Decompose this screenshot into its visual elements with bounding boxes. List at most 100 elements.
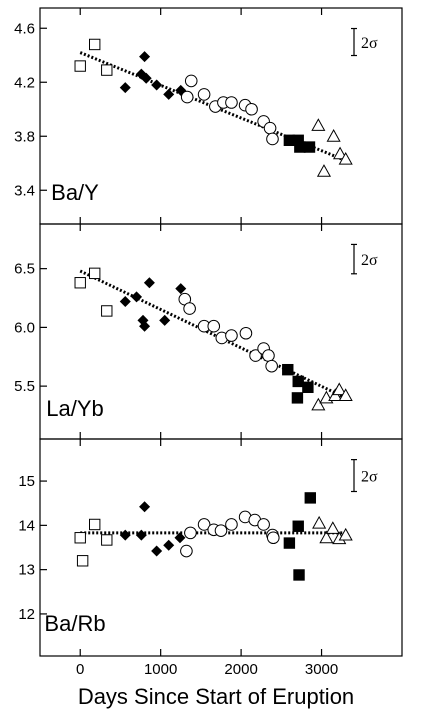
x-tick-label: 3000 bbox=[305, 661, 338, 678]
open-triangle-marker bbox=[316, 164, 332, 177]
open-triangle-marker bbox=[338, 151, 353, 165]
filled-diamond-marker bbox=[143, 277, 155, 289]
open-circle-marker bbox=[180, 90, 194, 104]
open-triangle-marker bbox=[311, 397, 326, 411]
open-triangle-marker bbox=[325, 521, 340, 534]
filled-diamond-marker bbox=[139, 51, 151, 63]
filled-diamond-marker bbox=[151, 545, 163, 557]
filled-diamond-marker bbox=[139, 320, 151, 332]
filled-diamond-marker bbox=[119, 82, 131, 94]
open-circle-marker bbox=[207, 319, 221, 333]
open-triangle-marker bbox=[312, 515, 327, 529]
x-tick-label: 2000 bbox=[224, 661, 257, 678]
y-tick-label: 12 bbox=[18, 606, 35, 623]
open-square-marker bbox=[101, 305, 113, 317]
filled-diamond-marker bbox=[163, 88, 175, 100]
open-circle-marker bbox=[197, 88, 211, 101]
open-square-marker bbox=[74, 60, 86, 72]
filled-diamond-marker bbox=[174, 532, 186, 544]
open-square-marker bbox=[74, 532, 86, 544]
filled-diamond-marker bbox=[151, 79, 163, 91]
open-square-marker bbox=[101, 64, 113, 76]
filled-square-marker bbox=[282, 363, 294, 376]
open-circle-marker bbox=[265, 359, 278, 373]
open-triangle-marker bbox=[338, 527, 353, 541]
filled-square-marker bbox=[283, 537, 296, 549]
x-axis-title: Days Since Start of Eruption bbox=[78, 684, 354, 709]
error-bar-label: 2σ bbox=[361, 252, 378, 269]
filled-diamond-marker bbox=[119, 296, 131, 308]
open-circle-marker bbox=[266, 132, 279, 146]
open-circle-marker bbox=[239, 326, 253, 340]
panel-la-yb: 5.5 6.0 6.5 2σ La/Yb bbox=[14, 223, 403, 440]
y-tick-label: 14 bbox=[18, 517, 35, 534]
y-tick-label: 6.0 bbox=[14, 319, 35, 336]
y-tick-label: 3.8 bbox=[14, 128, 35, 145]
filled-square-marker bbox=[291, 392, 304, 404]
open-circle-marker bbox=[266, 531, 280, 545]
panel-label: Ba/Y bbox=[51, 180, 99, 205]
filled-diamond-marker bbox=[139, 501, 151, 513]
open-triangle-marker bbox=[326, 129, 341, 142]
filled-square-marker bbox=[293, 569, 305, 581]
filled-square-marker bbox=[302, 381, 314, 394]
open-square-marker bbox=[74, 277, 86, 289]
y-tick-label: 13 bbox=[18, 562, 35, 579]
y-tick-label: 6.5 bbox=[14, 261, 35, 278]
filled-diamond-marker bbox=[175, 283, 187, 295]
y-tick-label: 5.5 bbox=[14, 378, 35, 395]
filled-diamond-marker bbox=[140, 72, 152, 84]
x-tick-label: 1000 bbox=[144, 661, 177, 678]
open-circle-marker bbox=[225, 518, 238, 531]
open-circle-marker bbox=[183, 302, 196, 315]
filled-square-marker bbox=[304, 492, 316, 504]
open-square-marker bbox=[89, 518, 101, 531]
open-circle-marker bbox=[184, 526, 197, 540]
filled-diamond-marker bbox=[163, 539, 175, 551]
filled-diamond-marker bbox=[159, 314, 171, 326]
panel-ba-rb: 12 13 14 15 2σ Ba/Rb 0 1000 2000 3000 Days Since S… bbox=[18, 438, 403, 709]
filled-diamond-marker bbox=[119, 529, 131, 541]
error-bar-label: 2σ bbox=[361, 35, 378, 52]
y-tick-label: 4.6 bbox=[14, 20, 35, 37]
open-square-marker bbox=[89, 38, 101, 51]
open-circle-marker bbox=[197, 518, 211, 531]
open-circle-marker bbox=[225, 96, 238, 109]
open-circle-marker bbox=[245, 102, 258, 116]
open-circle-marker bbox=[184, 74, 198, 88]
open-triangle-marker bbox=[333, 146, 348, 160]
filled-diamond-marker bbox=[131, 291, 143, 303]
panel-ba-y: 3.4 3.8 4.2 4.6 2σ Ba/Y bbox=[14, 7, 403, 225]
filled-diamond-marker bbox=[135, 68, 147, 80]
filled-diamond-marker bbox=[175, 84, 187, 96]
trend-line bbox=[79, 269, 347, 400]
open-circle-marker bbox=[262, 349, 275, 362]
x-tick-label: 0 bbox=[76, 661, 84, 678]
open-circle-marker bbox=[225, 329, 238, 342]
y-tick-label: 3.4 bbox=[14, 182, 35, 199]
filled-diamond-marker bbox=[135, 529, 147, 541]
filled-square-marker bbox=[292, 520, 304, 532]
y-tick-label: 15 bbox=[18, 473, 35, 490]
panel-label: La/Yb bbox=[46, 396, 104, 421]
filled-square-marker bbox=[292, 375, 304, 388]
panel-label: Ba/Rb bbox=[44, 611, 105, 636]
open-square-marker bbox=[76, 555, 89, 567]
open-circle-marker bbox=[257, 518, 270, 531]
filled-square-marker bbox=[303, 141, 316, 153]
open-triangle-marker bbox=[311, 118, 326, 131]
filled-square-marker bbox=[294, 141, 306, 153]
panel-frame bbox=[39, 438, 403, 657]
open-circle-marker bbox=[180, 544, 193, 558]
open-square-marker bbox=[89, 267, 101, 280]
open-square-marker bbox=[101, 534, 113, 546]
error-bar-label: 2σ bbox=[361, 469, 378, 486]
open-triangle-marker bbox=[332, 382, 347, 396]
open-triangle-marker bbox=[319, 530, 334, 544]
open-circle-marker bbox=[214, 524, 228, 537]
open-triangle-marker bbox=[338, 388, 353, 401]
y-tick-label: 4.2 bbox=[14, 74, 35, 91]
open-circle-marker bbox=[263, 121, 277, 135]
open-circle-marker bbox=[249, 349, 262, 362]
